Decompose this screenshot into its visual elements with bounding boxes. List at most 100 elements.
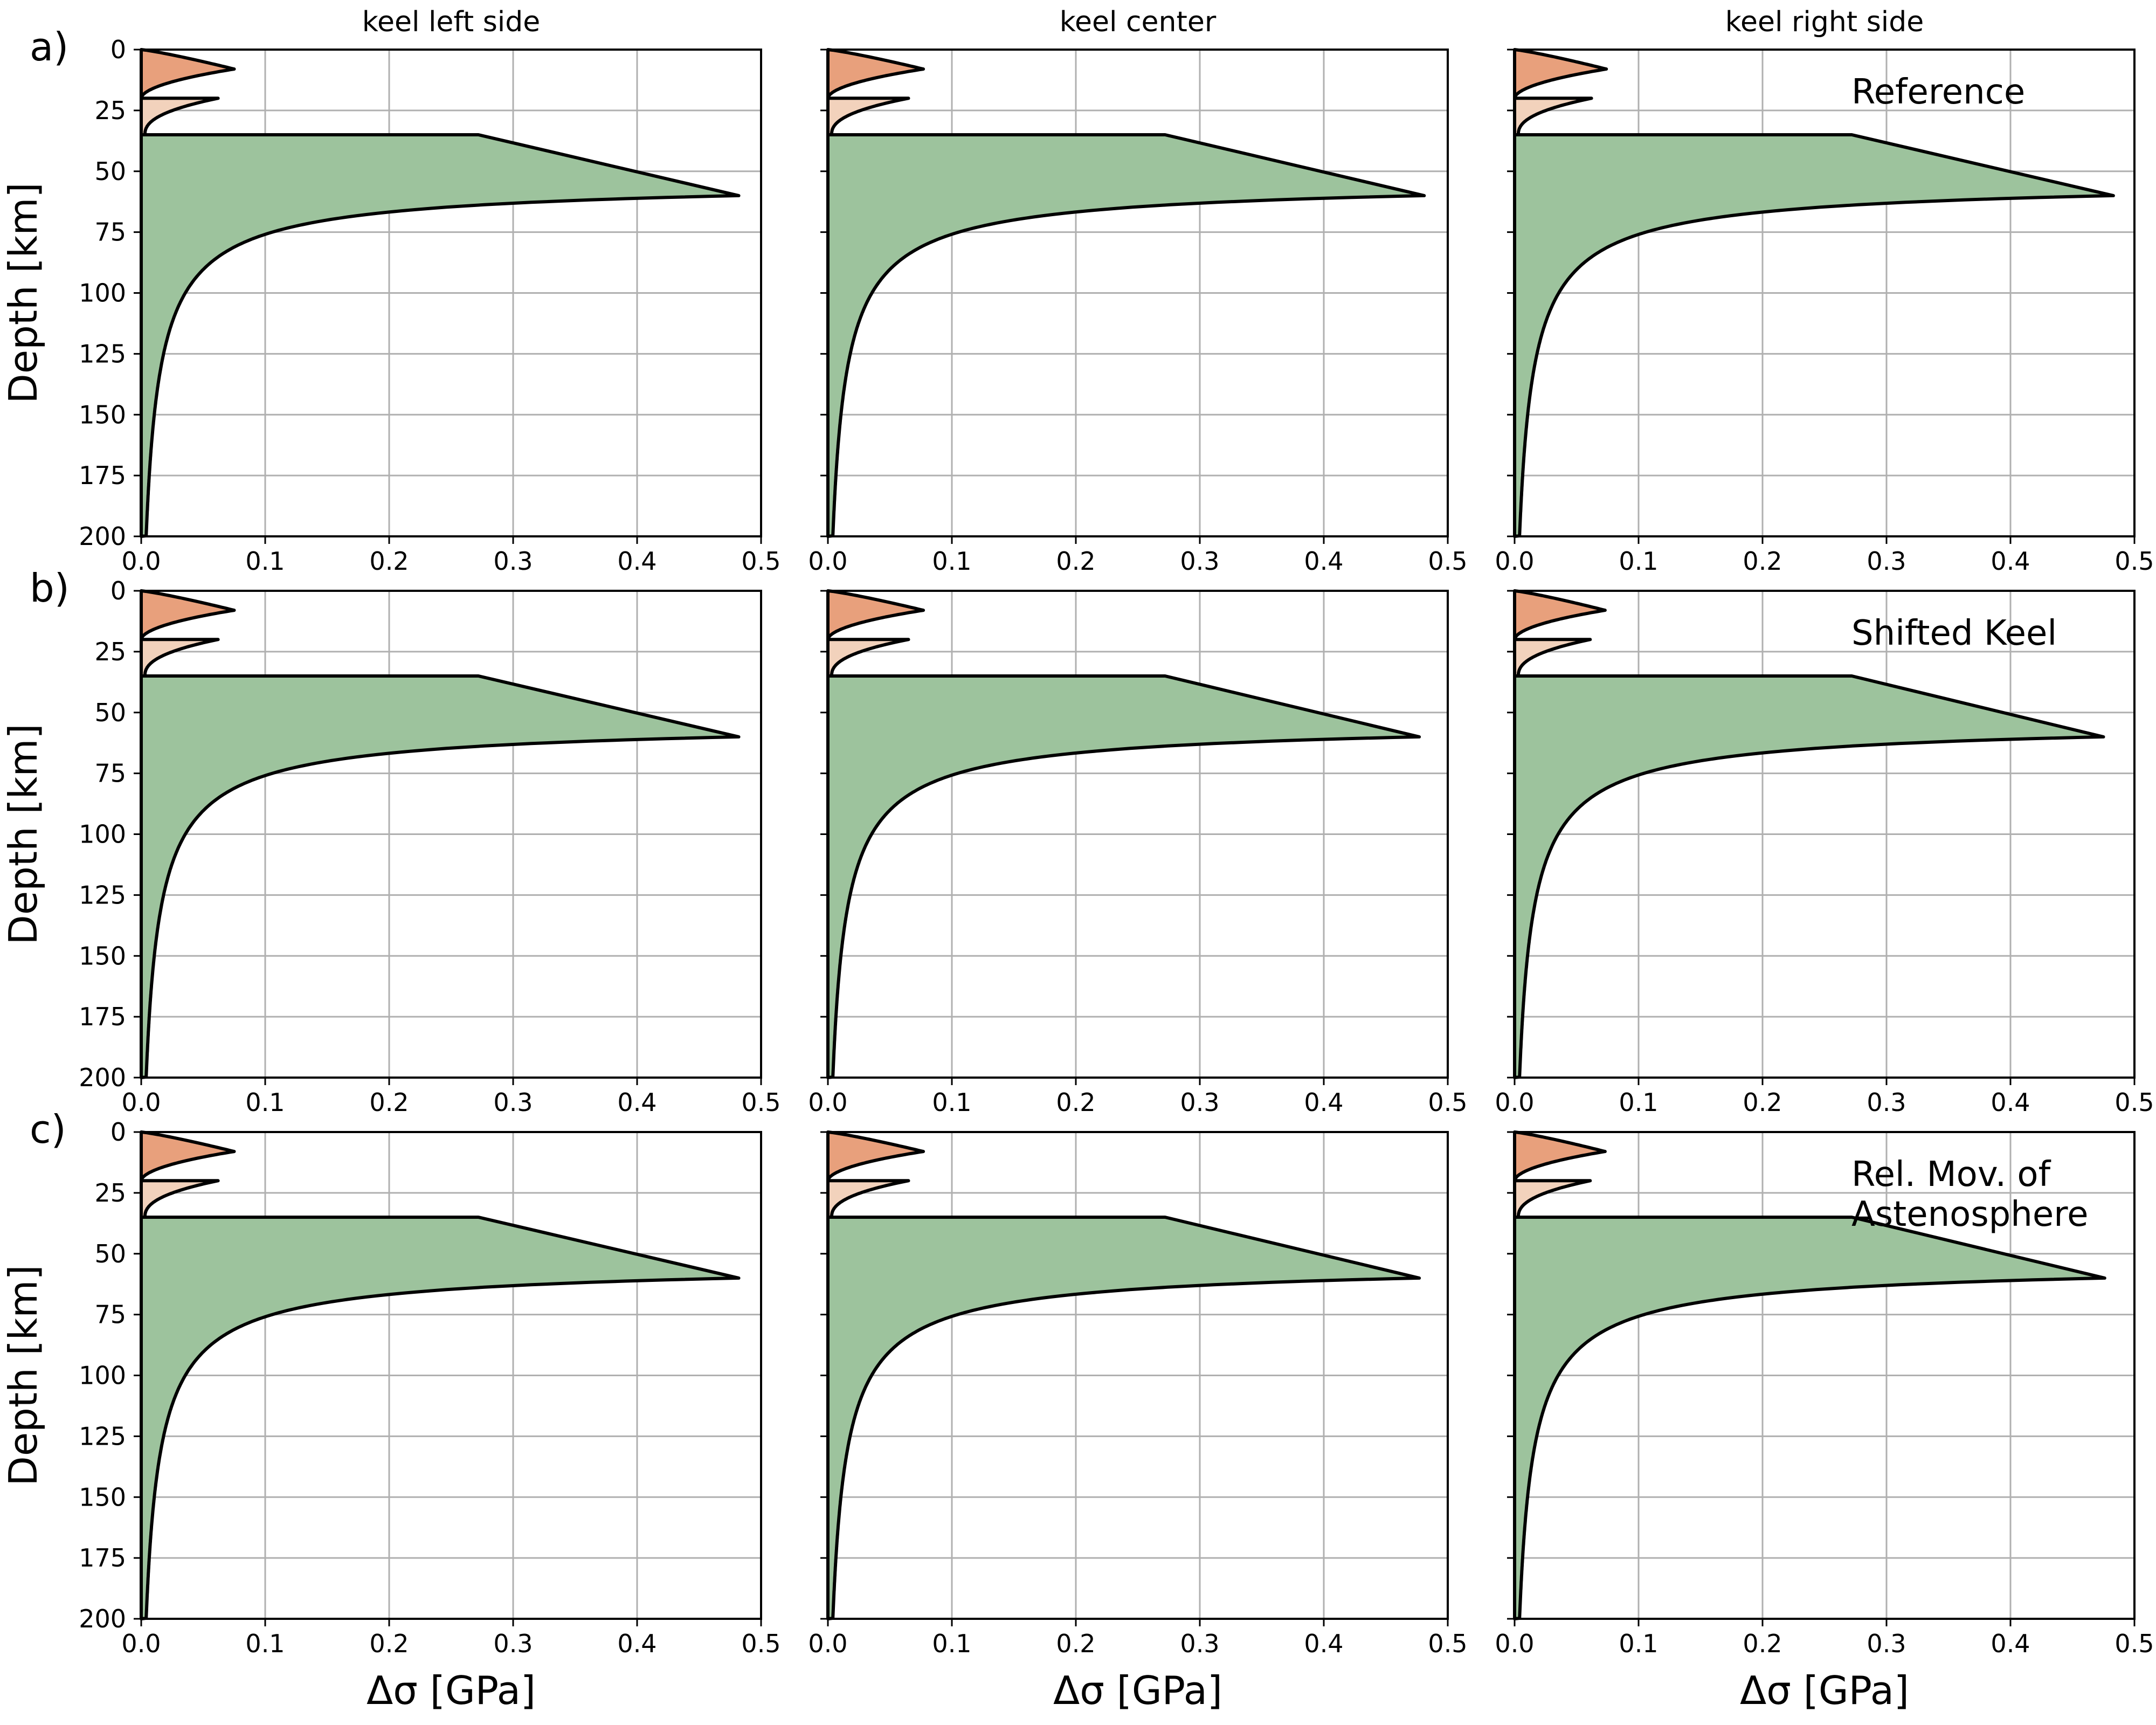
y-tick-label: 0 [110,35,126,64]
column-title: keel center [1060,6,1217,38]
y-tick-label: 50 [94,157,126,186]
scenario-label: Reference [1851,72,2025,112]
ticks [820,590,1449,1085]
x-tick-label: 0.4 [617,1088,657,1117]
x-tick-label: 0.4 [617,1629,657,1658]
y-tick-label: 50 [94,1239,126,1268]
x-tick-label: 0.2 [369,1088,409,1117]
y-axis-label: Depth [km] [1,1265,46,1486]
x-tick-label: 0.5 [1428,1629,1467,1658]
x-tick-label: 0.0 [1495,1088,1534,1117]
lower-crust-area [1513,96,1593,137]
x-tick-label: 0.1 [932,1088,971,1117]
y-tick-label: 50 [94,698,126,727]
x-tick-label: 0.4 [1991,1088,2030,1117]
x-tick-label: 0.2 [369,1629,409,1658]
panel-c-right: 0.0 0.1 0.2 0.3 0.4 0.5 Δσ [GPa] [1495,1130,2154,1713]
x-tick-label: 0.1 [932,1629,971,1658]
x-tick-label: 0.3 [493,547,533,576]
x-tick-label: 0.2 [1056,1629,1095,1658]
x-tick-label: 0.1 [245,547,285,576]
x-tick-label: 0.4 [1304,547,1343,576]
y-tick-label: 125 [79,339,126,368]
scenario-label: Astenosphere [1851,1195,2089,1234]
x-tick-label: 0.1 [1619,1629,1658,1658]
x-tick-label: 0.5 [741,1629,780,1658]
y-tick-label: 200 [79,522,126,551]
y-tick-label: 75 [94,759,126,788]
scenario-label: Rel. Mov. of [1851,1155,2051,1195]
ticks [1507,49,2136,544]
x-tick-label: 0.0 [121,1629,161,1658]
x-tick-label: 0.0 [808,547,847,576]
panel-a-right: 0.0 0.1 0.2 0.3 0.4 0.5 [1495,48,2154,576]
grid-lines [828,1132,1448,1619]
mantle-area [1513,1216,2106,1620]
row-label: b) [30,565,70,611]
lower-crust-area [140,638,220,678]
upper-crust-area [1513,589,1607,641]
column-title: keel left side [362,6,541,38]
mantle-area [826,1216,1421,1620]
panel-b-right: 0.0 0.1 0.2 0.3 0.4 0.5 [1495,589,2154,1117]
grid-lines [1515,50,2134,536]
y-tick-label: 150 [79,1482,126,1512]
x-tick-label: 0.5 [741,1088,780,1117]
mantle-area [140,1216,741,1620]
lower-crust-area [140,1179,220,1219]
y-tick-label: 125 [79,1422,126,1451]
panel-b-left: 0.0 0.1 0.2 0.3 0.4 0.5 0 25 50 75 100 125 150 175 200… [1,576,781,1117]
lower-crust-area [826,1179,910,1219]
mantle-area [140,133,741,538]
x-tick-label: 0.2 [369,547,409,576]
grid-lines [141,1132,761,1619]
lower-crust-area [826,96,910,137]
ticks [134,49,762,544]
y-tick-label: 125 [79,880,126,909]
x-tick-label: 0.1 [245,1629,285,1658]
lower-crust-area [1513,638,1592,678]
y-axis-label: Depth [km] [1,723,46,944]
ticks [820,1131,1449,1626]
x-axis-label: Δσ [GPa] [1053,1668,1222,1713]
row-label: c) [30,1107,66,1152]
panel-c-left: 0.0 0.1 0.2 0.3 0.4 0.5 0 25 50 75 100 125 150 175 200… [1,1117,781,1713]
y-tick-label: 0 [110,1117,126,1147]
x-tick-label: 0.3 [1180,547,1219,576]
ticks [820,49,1449,544]
x-tick-label: 0.4 [1991,1629,2030,1658]
mantle-area [1513,133,2115,538]
y-tick-label: 175 [79,461,126,490]
y-tick-label: 175 [79,1543,126,1572]
y-tick-label: 25 [94,1178,126,1208]
y-tick-label: 25 [94,96,126,125]
x-tick-label: 0.0 [1495,1629,1534,1658]
panel-a-center: 0.0 0.1 0.2 0.3 0.4 0.5 [808,48,1468,576]
y-tick-label: 100 [79,820,126,849]
x-tick-label: 0.4 [1304,1629,1343,1658]
x-tick-label: 0.5 [2114,547,2154,576]
y-tick-label: 175 [79,1002,126,1031]
upper-crust-area [826,48,925,100]
x-tick-label: 0.2 [1056,547,1095,576]
x-tick-label: 0.2 [1743,1629,1782,1658]
y-tick-label: 150 [79,941,126,970]
y-tick-label: 100 [79,279,126,308]
y-tick-label: 150 [79,400,126,429]
x-tick-label: 0.4 [617,547,657,576]
upper-crust-area [140,48,236,100]
y-tick-label: 200 [79,1604,126,1633]
x-tick-label: 0.4 [1991,547,2030,576]
mantle-area [826,133,1426,538]
x-tick-label: 0.5 [741,547,780,576]
x-tick-label: 0.3 [1867,1088,1906,1117]
scenario-label: Shifted Keel [1851,613,2057,653]
x-tick-label: 0.0 [121,547,161,576]
x-tick-label: 0.1 [245,1088,285,1117]
grid-lines [141,50,761,536]
y-axis-label: Depth [km] [1,182,46,403]
y-tick-label: 75 [94,1300,126,1329]
grid-lines [1515,591,2134,1078]
panel-a-left: 0.0 0.1 0.2 0.3 0.4 0.5 0 25 50 75 100 125 150 175 200… [1,35,781,576]
